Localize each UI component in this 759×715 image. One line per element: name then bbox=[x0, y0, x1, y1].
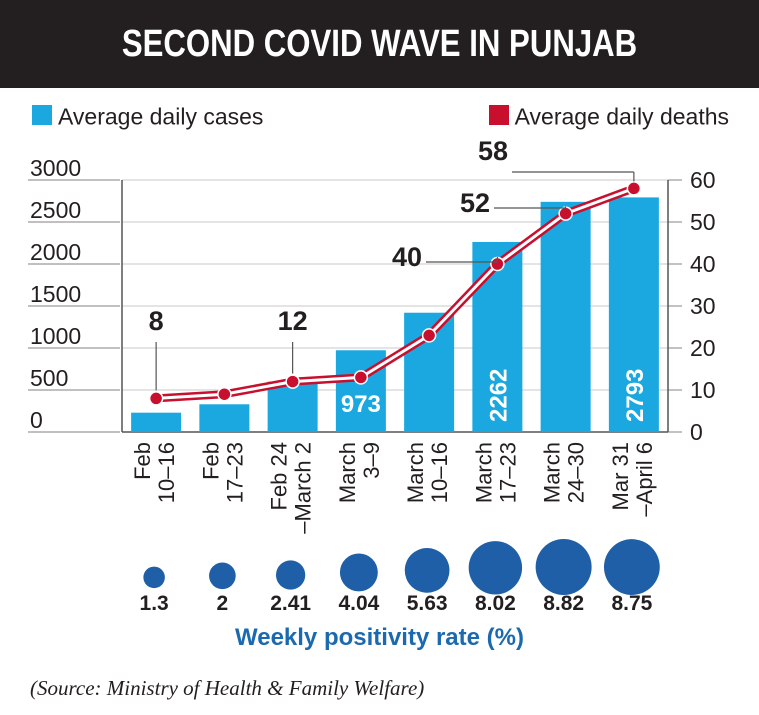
deaths-point bbox=[558, 206, 573, 221]
bar-cases bbox=[267, 381, 318, 432]
positivity-label: Weekly positivity rate (%) bbox=[235, 624, 524, 651]
legend-deaths-label: Average daily deaths bbox=[514, 103, 729, 130]
deaths-point bbox=[421, 328, 437, 343]
positivity-bubble bbox=[404, 548, 450, 593]
y-right-tick-label: 60 bbox=[690, 167, 716, 193]
positivity-bubble bbox=[468, 541, 523, 595]
positivity-value-label: 5.63 bbox=[407, 592, 448, 615]
deaths-point bbox=[148, 391, 164, 406]
bar-cases bbox=[472, 241, 523, 432]
header-bar bbox=[0, 0, 759, 88]
y-right-tick-label: 10 bbox=[690, 377, 716, 403]
y-right-tick-label: 50 bbox=[690, 209, 716, 235]
positivity-value-label: 8.75 bbox=[611, 592, 652, 615]
bar-value-label: 2793 bbox=[622, 369, 649, 422]
y-left-tick-label: 3000 bbox=[30, 155, 81, 181]
source-note: (Source: Ministry of Health & Family Wel… bbox=[30, 676, 425, 700]
bar-cases bbox=[608, 197, 659, 432]
y-right-tick-label: 40 bbox=[690, 251, 716, 277]
y-left-tick-label: 500 bbox=[30, 365, 68, 391]
x-tick-label: Feb bbox=[130, 442, 155, 480]
x-tick-label: Mar 31 bbox=[608, 442, 633, 510]
positivity-bubble bbox=[603, 539, 660, 595]
deaths-point bbox=[626, 181, 642, 196]
x-tick-label: 10–16 bbox=[154, 442, 179, 503]
positivity-bubble bbox=[275, 560, 306, 590]
death-callout-label: 8 bbox=[149, 306, 164, 336]
deaths-point bbox=[217, 386, 232, 402]
positivity-value-label: 8.82 bbox=[543, 592, 584, 615]
x-tick-label: 24–30 bbox=[564, 442, 589, 503]
y-right-tick-label: 30 bbox=[690, 293, 716, 319]
positivity-value-label: 2.41 bbox=[270, 592, 311, 615]
death-callout-label: 58 bbox=[478, 136, 508, 166]
deaths-point bbox=[353, 370, 369, 385]
positivity-value-label: 1.3 bbox=[140, 592, 169, 615]
positivity-value-label: 2 bbox=[217, 592, 229, 615]
legend-deaths-swatch bbox=[488, 104, 509, 125]
bar-value-label: 2262 bbox=[485, 369, 512, 422]
x-tick-label: 3–9 bbox=[359, 442, 384, 479]
death-callout-label: 40 bbox=[392, 242, 422, 272]
deaths-line-core bbox=[156, 186, 635, 400]
x-tick-label: Feb bbox=[198, 442, 223, 480]
x-tick-label: 17–23 bbox=[495, 442, 520, 503]
x-tick-label: March bbox=[403, 442, 428, 503]
y-right-tick-label: 0 bbox=[690, 419, 703, 445]
deaths-point bbox=[285, 374, 300, 389]
x-tick-label: 17–23 bbox=[222, 442, 247, 503]
positivity-bubble bbox=[209, 562, 236, 590]
x-tick-label: Feb 24 bbox=[267, 442, 292, 511]
chart-svg: 0 500 1000 1500 2000 2500 3000 0 10 20 30 40 50 60 973… bbox=[28, 136, 716, 615]
x-tick-label: March bbox=[471, 442, 496, 503]
legend-cases-swatch bbox=[32, 104, 52, 125]
x-tick-label: –April 6 bbox=[632, 442, 657, 517]
y-left-tick-label: 2500 bbox=[30, 197, 81, 223]
bar-cases bbox=[199, 404, 250, 432]
chart-title: SECOND COVID WAVE IN PUNJAB bbox=[121, 23, 638, 65]
legend-cases: Average daily cases bbox=[32, 102, 263, 130]
positivity-bubble bbox=[143, 566, 165, 589]
y-left-tick-label: 1500 bbox=[30, 281, 81, 307]
x-tick-label: 10–16 bbox=[427, 442, 452, 503]
positivity-value-label: 8.02 bbox=[475, 592, 516, 615]
y-left-tick-label: 0 bbox=[30, 407, 43, 433]
bar-cases bbox=[540, 201, 591, 432]
legend-cases-label: Average daily cases bbox=[58, 103, 264, 130]
bar-value-label: 973 bbox=[341, 391, 381, 418]
bar-cases bbox=[131, 412, 182, 432]
y-left-tick-label: 1000 bbox=[30, 323, 81, 349]
y-left-tick-label: 2000 bbox=[30, 239, 81, 265]
x-tick-label: March bbox=[335, 442, 360, 503]
death-callout-label: 12 bbox=[278, 306, 308, 336]
x-tick-label: –March 2 bbox=[291, 442, 316, 534]
y-right-tick-label: 20 bbox=[690, 335, 716, 361]
positivity-bubble bbox=[535, 539, 592, 595]
positivity-bubble bbox=[339, 553, 378, 592]
death-callout-label: 52 bbox=[460, 188, 490, 218]
positivity-value-label: 4.04 bbox=[338, 592, 379, 615]
x-tick-label: March bbox=[540, 442, 565, 503]
legend-deaths: Average daily deaths bbox=[488, 102, 729, 130]
